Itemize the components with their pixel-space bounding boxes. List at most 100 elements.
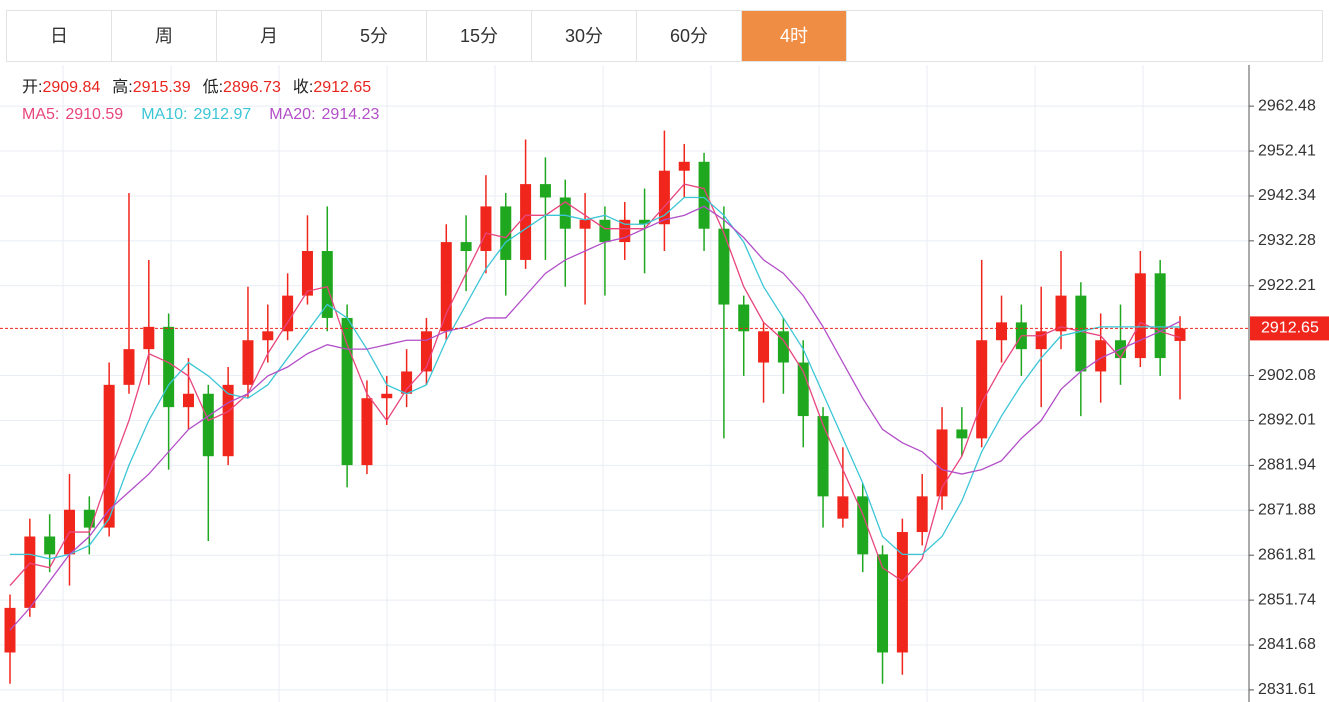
ohlc-value: 2896.73 — [223, 79, 281, 96]
period-tab[interactable]: 日 — [7, 11, 112, 61]
y-tick-label: 2932.28 — [1258, 232, 1316, 249]
legend-name: MA10: — [141, 106, 187, 123]
candle-body — [480, 206, 492, 252]
candle-body — [976, 340, 988, 439]
ma-line — [10, 196, 1181, 560]
ohlc-label: 高: — [112, 78, 132, 96]
candle-body — [182, 393, 194, 408]
candle-body — [797, 362, 809, 417]
candle-body — [936, 429, 948, 497]
y-tick-label: 2831.61 — [1258, 681, 1316, 698]
candle-body — [579, 219, 591, 229]
candle-body — [500, 206, 512, 260]
candle-body — [321, 251, 333, 318]
period-tab[interactable]: 15分 — [427, 11, 532, 61]
candle-body — [301, 251, 313, 296]
candle-body — [1075, 295, 1087, 372]
ohlc-value: 2909.84 — [42, 79, 100, 96]
candle-body — [282, 295, 294, 332]
ohlc-label: 收: — [293, 78, 313, 96]
y-tick-label: 2871.88 — [1258, 501, 1316, 518]
candle-body — [401, 371, 413, 394]
legend-name: MA20: — [269, 106, 315, 123]
y-tick-label: 2902.08 — [1258, 367, 1316, 384]
y-tick-label: 2962.48 — [1258, 97, 1316, 114]
candle-body — [956, 429, 968, 439]
candle-body — [520, 184, 532, 260]
candle-body — [857, 496, 869, 555]
ma-line — [9, 205, 1181, 631]
candle-body — [639, 219, 651, 225]
candle-body — [83, 509, 95, 528]
candle-body — [777, 331, 789, 363]
candle-body — [658, 170, 670, 225]
last-price-label: 2912.65 — [1261, 320, 1319, 337]
candle-body — [381, 393, 393, 399]
candle-body — [24, 536, 36, 608]
candle-body — [698, 161, 710, 229]
ohlc-info: 开:2909.84 高:2915.39 低:2896.73 收:2912.65 — [22, 78, 371, 96]
y-tick-label: 2851.74 — [1258, 591, 1316, 608]
candle-body — [103, 384, 115, 528]
candle-body — [599, 219, 611, 243]
period-tab[interactable]: 60分 — [637, 11, 742, 61]
candle-body — [817, 416, 829, 497]
candle-body — [718, 228, 730, 305]
legend-value: 2912.97 — [193, 106, 251, 123]
y-tick-label: 2942.34 — [1258, 187, 1316, 204]
candle-body — [202, 393, 214, 457]
candle-body — [678, 161, 690, 171]
candle-body — [559, 197, 571, 229]
candle-body — [619, 219, 631, 243]
y-tick-label: 2861.81 — [1258, 546, 1316, 563]
candle-body — [123, 349, 135, 385]
ohlc-label: 低: — [203, 78, 223, 96]
candle-body — [44, 536, 56, 555]
y-tick-label: 2881.94 — [1258, 457, 1316, 474]
candle-body — [1134, 273, 1146, 359]
ma-legend: MA5: 2910.59 MA10: 2912.97 MA20: 2914.23 — [22, 106, 379, 123]
period-tabs: 日周月 5分 15分 30分 60分 4时 — [6, 10, 1323, 62]
legend-name: MA5: — [22, 106, 59, 123]
candle-body — [341, 317, 353, 466]
ma-line — [9, 183, 1181, 587]
period-tab[interactable]: 月 — [217, 11, 322, 61]
candle-body — [738, 304, 750, 332]
candle-body — [262, 331, 274, 341]
candle-body — [440, 242, 452, 332]
candle-body — [1095, 340, 1107, 372]
candle-body — [163, 326, 175, 408]
ohlc-value: 2915.39 — [133, 79, 191, 96]
candle-body — [1035, 331, 1047, 350]
candle-body — [420, 331, 432, 372]
candle-body — [896, 532, 908, 653]
candle-body — [877, 554, 889, 653]
candle-body — [1174, 328, 1186, 341]
legend-value: 2914.23 — [322, 106, 380, 123]
period-tab[interactable]: 30分 — [532, 11, 637, 61]
candle-body — [361, 398, 373, 466]
candle-body — [916, 496, 928, 533]
y-tick-label: 2922.21 — [1258, 277, 1316, 294]
candle-body — [539, 184, 551, 198]
candle-body — [996, 322, 1008, 341]
candle-body — [222, 384, 234, 457]
y-tick-label: 2892.01 — [1258, 412, 1316, 429]
candle-body — [1055, 295, 1067, 332]
candle-body — [1154, 273, 1166, 359]
period-tab[interactable]: 周 — [112, 11, 217, 61]
candle-body — [837, 496, 849, 519]
ohlc-value: 2912.65 — [313, 79, 371, 96]
period-tab[interactable]: 4时 — [742, 11, 847, 61]
last-price-box — [1250, 316, 1329, 341]
candle-body — [460, 242, 472, 252]
legend-value: 2910.59 — [65, 106, 123, 123]
ohlc-label: 开: — [22, 79, 42, 96]
y-tick-label: 2841.68 — [1258, 636, 1316, 653]
candle-body — [758, 331, 770, 363]
period-tab[interactable]: 5分 — [322, 11, 427, 61]
y-tick-label: 2952.41 — [1258, 142, 1316, 159]
candle-body — [143, 326, 155, 350]
